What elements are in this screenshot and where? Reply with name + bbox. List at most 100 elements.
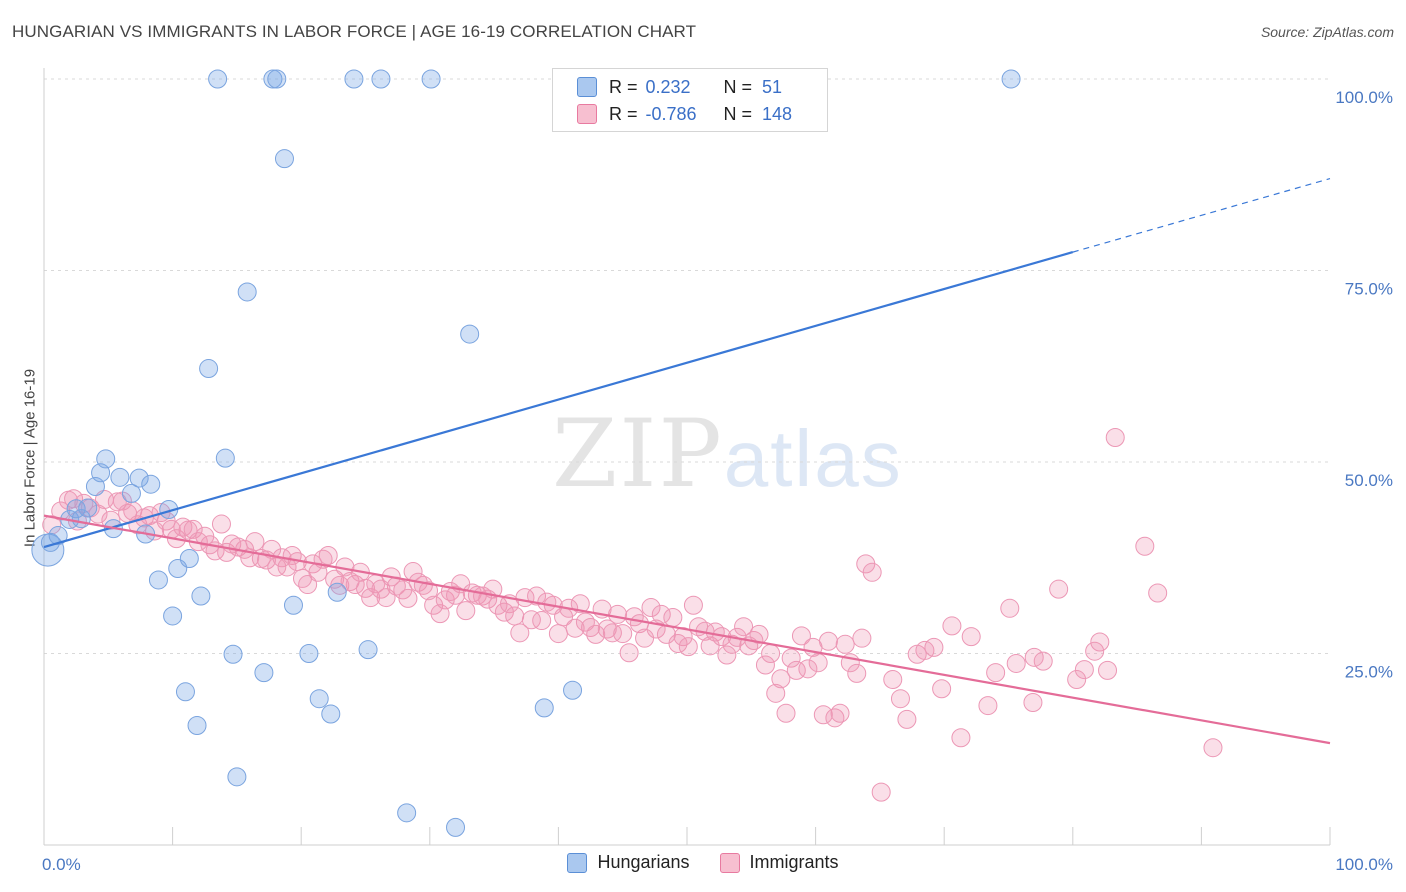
immigrants-point [683, 595, 703, 615]
hungarians-point [227, 767, 247, 787]
immigrants-point [619, 643, 639, 663]
legend-row-hungarians: R = 0.232 N = 51 [577, 75, 782, 99]
immigrants-point [830, 703, 850, 723]
hungarians-point [141, 474, 161, 494]
hungarians-point [358, 640, 378, 660]
hungarians-point [371, 69, 391, 89]
hungarians-point [446, 817, 466, 837]
legend-n-label: N = [723, 103, 753, 124]
hungarians-point [283, 595, 303, 615]
legend-n-label: N = [723, 76, 753, 97]
hungarians-point [344, 69, 364, 89]
series-legend: Hungarians Immigrants [0, 852, 1406, 873]
immigrants-point [267, 557, 287, 577]
immigrants-point [734, 617, 754, 637]
immigrants-point [532, 611, 552, 631]
hungarians-point [215, 448, 235, 468]
immigrants-point [1074, 660, 1094, 680]
y-tick-label: 100.0% [1335, 88, 1393, 107]
immigrants-point [570, 594, 590, 614]
immigrants-point [924, 637, 944, 657]
hungarians-point [254, 663, 274, 683]
immigrants-point [1000, 598, 1020, 618]
immigrants-point [245, 532, 265, 552]
immigrants-point [183, 519, 203, 539]
immigrants-point [641, 598, 661, 618]
series-label-immigrants: Immigrants [749, 852, 839, 872]
hungarians-point [223, 644, 243, 664]
immigrants-point [771, 669, 791, 689]
immigrants-point [883, 670, 903, 690]
immigrants-point [565, 618, 585, 638]
immigrants-point [608, 604, 628, 624]
hungarians-point [208, 69, 228, 89]
immigrants-point [635, 628, 655, 648]
legend-n-value: 51 [762, 76, 783, 97]
immigrants-point [651, 604, 671, 624]
legend-r-value: 0.232 [645, 76, 691, 97]
immigrants-point [1135, 536, 1155, 556]
immigrants-point [419, 581, 439, 601]
immigrants-point [942, 616, 962, 636]
immigrants-point [1085, 641, 1105, 661]
immigrants-point [678, 637, 698, 657]
immigrants-point [586, 624, 606, 644]
immigrants-point [791, 626, 811, 646]
hungarians-point [121, 483, 141, 503]
y-tick-label: 25.0% [1345, 663, 1393, 682]
immigrants-point [1023, 693, 1043, 713]
immigrants-point [597, 619, 617, 639]
hungarians-point [110, 467, 130, 487]
hungarians-point [148, 570, 168, 590]
immigrants-point [776, 703, 796, 723]
hungarians-trend-extension [1072, 178, 1331, 253]
hungarians-point [534, 698, 554, 718]
source-label: Source: ZipAtlas.com [1260, 24, 1394, 40]
x-tick-label: 0.0% [42, 855, 81, 874]
immigrants-point [961, 627, 981, 647]
immigrants-point [932, 679, 952, 699]
immigrants-point [1024, 647, 1044, 667]
immigrants-point [766, 683, 786, 703]
immigrants-point [345, 575, 365, 595]
hungarians-point [321, 704, 341, 724]
immigrants-point [1067, 670, 1087, 690]
immigrants-point [951, 728, 971, 748]
immigrants-point [602, 623, 622, 643]
immigrants-point [446, 585, 466, 605]
legend-swatch-hungarians [577, 77, 597, 97]
legend-row-immigrants: R = -0.786 N = 148 [577, 102, 792, 126]
immigrants-point [808, 653, 828, 673]
immigrants-point [521, 610, 541, 630]
immigrants-point [781, 648, 801, 668]
immigrants-point [862, 562, 882, 582]
immigrants-point [298, 575, 318, 595]
immigrants-point [978, 696, 998, 716]
series-swatch-hungarians [567, 852, 588, 873]
hungarians-point [327, 582, 347, 602]
immigrants-point [818, 631, 838, 651]
chart-title: HUNGARIAN VS IMMIGRANTS IN LABOR FORCE |… [12, 22, 697, 41]
immigrants-point [456, 601, 476, 621]
immigrants-point [1049, 579, 1069, 599]
watermark-atlas: atlas [723, 414, 903, 503]
hungarians-point [563, 680, 583, 700]
hungarians-point [1001, 69, 1021, 89]
immigrants-point [871, 782, 891, 802]
immigrants-point [1148, 583, 1168, 603]
legend-swatch-immigrants [577, 104, 597, 124]
hungarians-point [179, 549, 199, 569]
y-tick-label: 75.0% [1345, 280, 1393, 299]
y-tick-label: 50.0% [1345, 471, 1393, 490]
series-legend-hungarians: Hungarians [567, 852, 690, 873]
immigrants-point [717, 645, 737, 665]
hungarians-point [421, 69, 441, 89]
immigrants-point [527, 586, 547, 606]
hungarians-point [199, 359, 219, 379]
immigrants-point [761, 644, 781, 663]
hungarians-point [163, 606, 183, 626]
immigrants-point [398, 588, 418, 608]
immigrants-point [510, 623, 530, 643]
series-legend-immigrants: Immigrants [719, 852, 839, 873]
